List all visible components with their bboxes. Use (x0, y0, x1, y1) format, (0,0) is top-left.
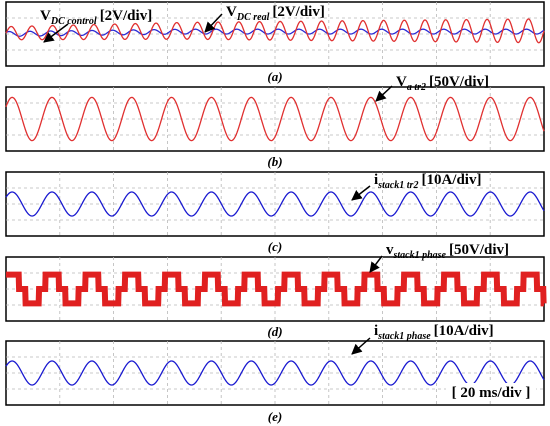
panel-b-traces (5, 96, 545, 142)
panel-e-traces (5, 360, 545, 386)
signal-label-vdc-control: VDC control [2V/div] (40, 8, 152, 27)
trace-panel-b-a-tr2 (5, 96, 545, 142)
signal-label-i-stack1-tr2: istack1 tr2 [10A/div] (374, 172, 481, 191)
panel-d: vstack1 phase [50V/div] (d) (5, 242, 547, 339)
arrow-vdc-real (204, 13, 223, 33)
caption-d: (d) (267, 324, 282, 339)
arrow-va-tr2 (375, 85, 393, 102)
panel-a: VDC control [2V/div] VDC real [2V/div] (a) (5, 1, 545, 84)
panel-c-traces (5, 191, 545, 217)
trace-panel-a-dc-real (5, 18, 545, 44)
arrow-vdc-control (43, 23, 69, 43)
caption-e: (e) (268, 409, 282, 424)
arrow-i-stack1-phase (351, 337, 371, 355)
panel-a-traces (5, 18, 545, 44)
panel-b: Va tr2 [50V/div] (b) (5, 74, 545, 169)
trace-panel-d-stack1-phase (6, 271, 547, 307)
signal-label-v-stack1-phase: vstack1 phase [50V/div] (386, 242, 509, 261)
caption-a: (a) (267, 69, 282, 84)
arrow-i-stack1-tr2 (351, 185, 371, 201)
caption-c: (c) (268, 239, 282, 254)
trace-panel-c-stack1-tr2 (5, 191, 545, 217)
signal-label-vdc-real: VDC real [2V/div] (226, 4, 325, 23)
panel-c: istack1 tr2 [10A/div] (c) (5, 171, 545, 254)
signal-label-i-stack1-phase: istack1 phase [10A/div] (374, 323, 494, 342)
timebase-label: [ 20 ms/div ] (452, 385, 531, 401)
arrow-v-stack1-phase (369, 255, 383, 273)
caption-b: (b) (267, 154, 282, 169)
signal-label-va-tr2: Va tr2 [50V/div] (396, 74, 489, 93)
panel-e: istack1 phase [10A/div] [ 20 ms/div ] (e) (5, 323, 545, 424)
trace-panel-e-stack1-phase (5, 360, 545, 386)
panel-d-traces (6, 271, 547, 307)
timebase-box (446, 383, 536, 400)
